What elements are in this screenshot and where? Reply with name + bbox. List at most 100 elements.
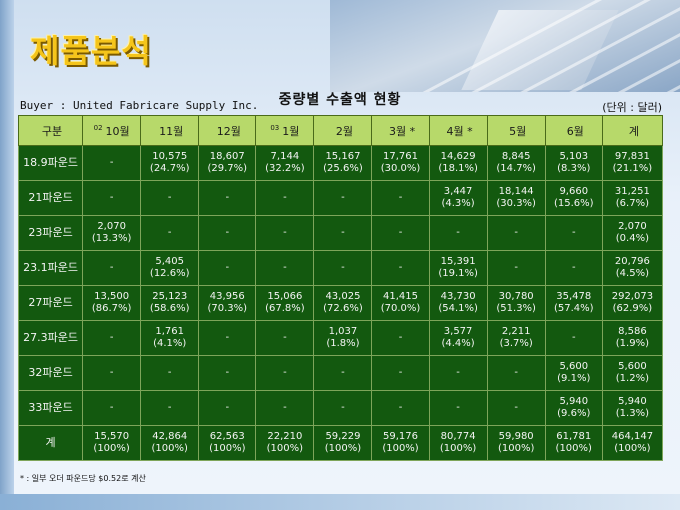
cell-percent: (58.6%) [149, 303, 190, 314]
table-cell: - [544, 250, 603, 286]
cell-value: - [398, 262, 403, 273]
cell-percent: (1.9%) [615, 338, 649, 349]
table-cell: - [486, 215, 546, 251]
total-row: 계 15,570 (100%) 42,864 (100%) 62,563 (100%) 22,… [17, 425, 664, 461]
column-header: 5월 [486, 115, 546, 146]
table-cell: 20,796 (4.5%) [601, 250, 664, 286]
table-cell: 59,980 (100%) [486, 425, 546, 461]
cell-value: 5,940 [618, 396, 647, 407]
cell-percent: (100%) [555, 443, 592, 454]
cell-value: 5,405 [155, 256, 185, 267]
cell-value: - [341, 367, 345, 378]
table-cell: 464,147 (100%) [601, 425, 664, 461]
table-cell: - [428, 390, 488, 426]
cell-percent: (72.6%) [323, 303, 363, 314]
cell-value: - [109, 367, 114, 378]
cell-value: 41,415 [383, 291, 419, 302]
table-cell: - [140, 355, 200, 391]
cell-value: - [283, 262, 287, 273]
buyer-label: Buyer : United Fabricare Supply Inc. [20, 99, 259, 112]
table-cell: - [82, 145, 142, 181]
cell-percent: (1.8%) [326, 338, 360, 349]
table-cell: 41,415 (70.0%) [371, 285, 430, 321]
table-cell: 59,176 (100%) [371, 425, 430, 461]
cell-value: 1,761 [155, 326, 185, 337]
column-header: 6월 [544, 115, 603, 146]
table-cell: 25,123 (58.6%) [140, 285, 200, 321]
cell-value: 20,796 [614, 256, 650, 267]
cell-value: - [283, 367, 287, 378]
table-cell: - [313, 390, 373, 426]
header-label: 12월 [216, 124, 241, 138]
cell-value: - [398, 367, 403, 378]
column-header: 구분 [17, 115, 84, 146]
table-cell: 61,781 (100%) [544, 425, 603, 461]
table-cell: - [428, 355, 488, 391]
table-cell: - [371, 320, 430, 356]
cell-value: - [225, 262, 230, 273]
cell-value: - [283, 332, 287, 343]
cell-value: 17,761 [383, 151, 419, 162]
footnote: * : 일부 오더 파운드당 $0.52로 계산 [20, 474, 146, 483]
cell-value: - [571, 332, 576, 343]
cell-percent: (100%) [324, 443, 362, 454]
table-cell: 42,864 (100%) [140, 425, 200, 461]
header-label: 1월 [282, 124, 300, 138]
bottom-decor-bar [0, 494, 680, 510]
table-cell: - [82, 180, 142, 216]
cell-value: - [109, 402, 114, 413]
cell-value: - [167, 367, 172, 378]
table-cell: 3,577 (4.4%) [428, 320, 488, 356]
left-decor-bar [0, 0, 14, 510]
cell-value: - [225, 332, 230, 343]
cell-value: 9,660 [559, 186, 589, 197]
row-label: 32파운드 [17, 355, 84, 391]
cell-value: 15,066 [267, 291, 303, 302]
cell-value: - [514, 367, 518, 378]
cell-percent: (9.6%) [557, 408, 591, 419]
table-cell: 2,070 (13.3%) [82, 215, 142, 251]
cell-percent: (100%) [209, 443, 246, 454]
cell-value: 43,730 [440, 291, 476, 302]
cell-value: - [398, 192, 403, 203]
cell-value: - [398, 332, 403, 343]
table-cell: 13,500 (86.7%) [82, 285, 142, 321]
cell-percent: (86.7%) [91, 303, 132, 314]
table-cell: - [140, 180, 200, 216]
cell-percent: (32.2%) [265, 163, 305, 174]
cell-value: 15,391 [440, 256, 476, 267]
export-table: 구분 02 10월 11월 12월 03 1월 2월 3월 * 4월 * 5월 6월 계 18.9파운드… [17, 115, 664, 461]
header-label: 6월 [566, 124, 584, 138]
page-title: 제품분석 [30, 32, 152, 70]
cell-percent: (25.6%) [323, 163, 363, 174]
table-cell: 62,563 (100%) [198, 425, 257, 461]
cell-value: - [167, 402, 172, 413]
cell-value: 292,073 [611, 291, 654, 302]
cell-percent: (4.5%) [615, 268, 649, 279]
cell-value: 31,251 [614, 186, 650, 197]
cell-value: - [225, 367, 230, 378]
cell-value: - [283, 227, 287, 238]
cell-percent: (4.3%) [441, 198, 475, 209]
cell-value: 18,144 [498, 186, 534, 197]
cell-percent: (30.3%) [496, 198, 536, 209]
table-cell: 43,956 (70.3%) [198, 285, 257, 321]
cell-value: - [456, 367, 460, 378]
cell-value: - [225, 227, 230, 238]
table-cell: - [198, 215, 257, 251]
table-cell: 17,761 (30.0%) [371, 145, 430, 181]
cell-percent: (51.3%) [496, 303, 536, 314]
table-header-row: 구분 02 10월 11월 12월 03 1월 2월 3월 * 4월 * 5월 6월 계 [17, 115, 664, 146]
table-cell: - [371, 250, 430, 286]
table-row: 32파운드 - - - - - - - -5,600 (9.1%) 5,600 (1.2%) [17, 355, 664, 391]
table-cell: - [198, 355, 257, 391]
cell-value: 10,575 [152, 151, 188, 162]
table-cell: 292,073 (62.9%) [601, 285, 664, 321]
table-cell: - [198, 390, 257, 426]
cell-value: 42,864 [152, 431, 188, 442]
cell-value: - [341, 402, 345, 413]
cell-percent: (12.6%) [149, 268, 190, 279]
table-cell: - [255, 215, 315, 251]
row-label: 27.3파운드 [17, 320, 84, 356]
cell-value: 464,147 [611, 431, 654, 442]
